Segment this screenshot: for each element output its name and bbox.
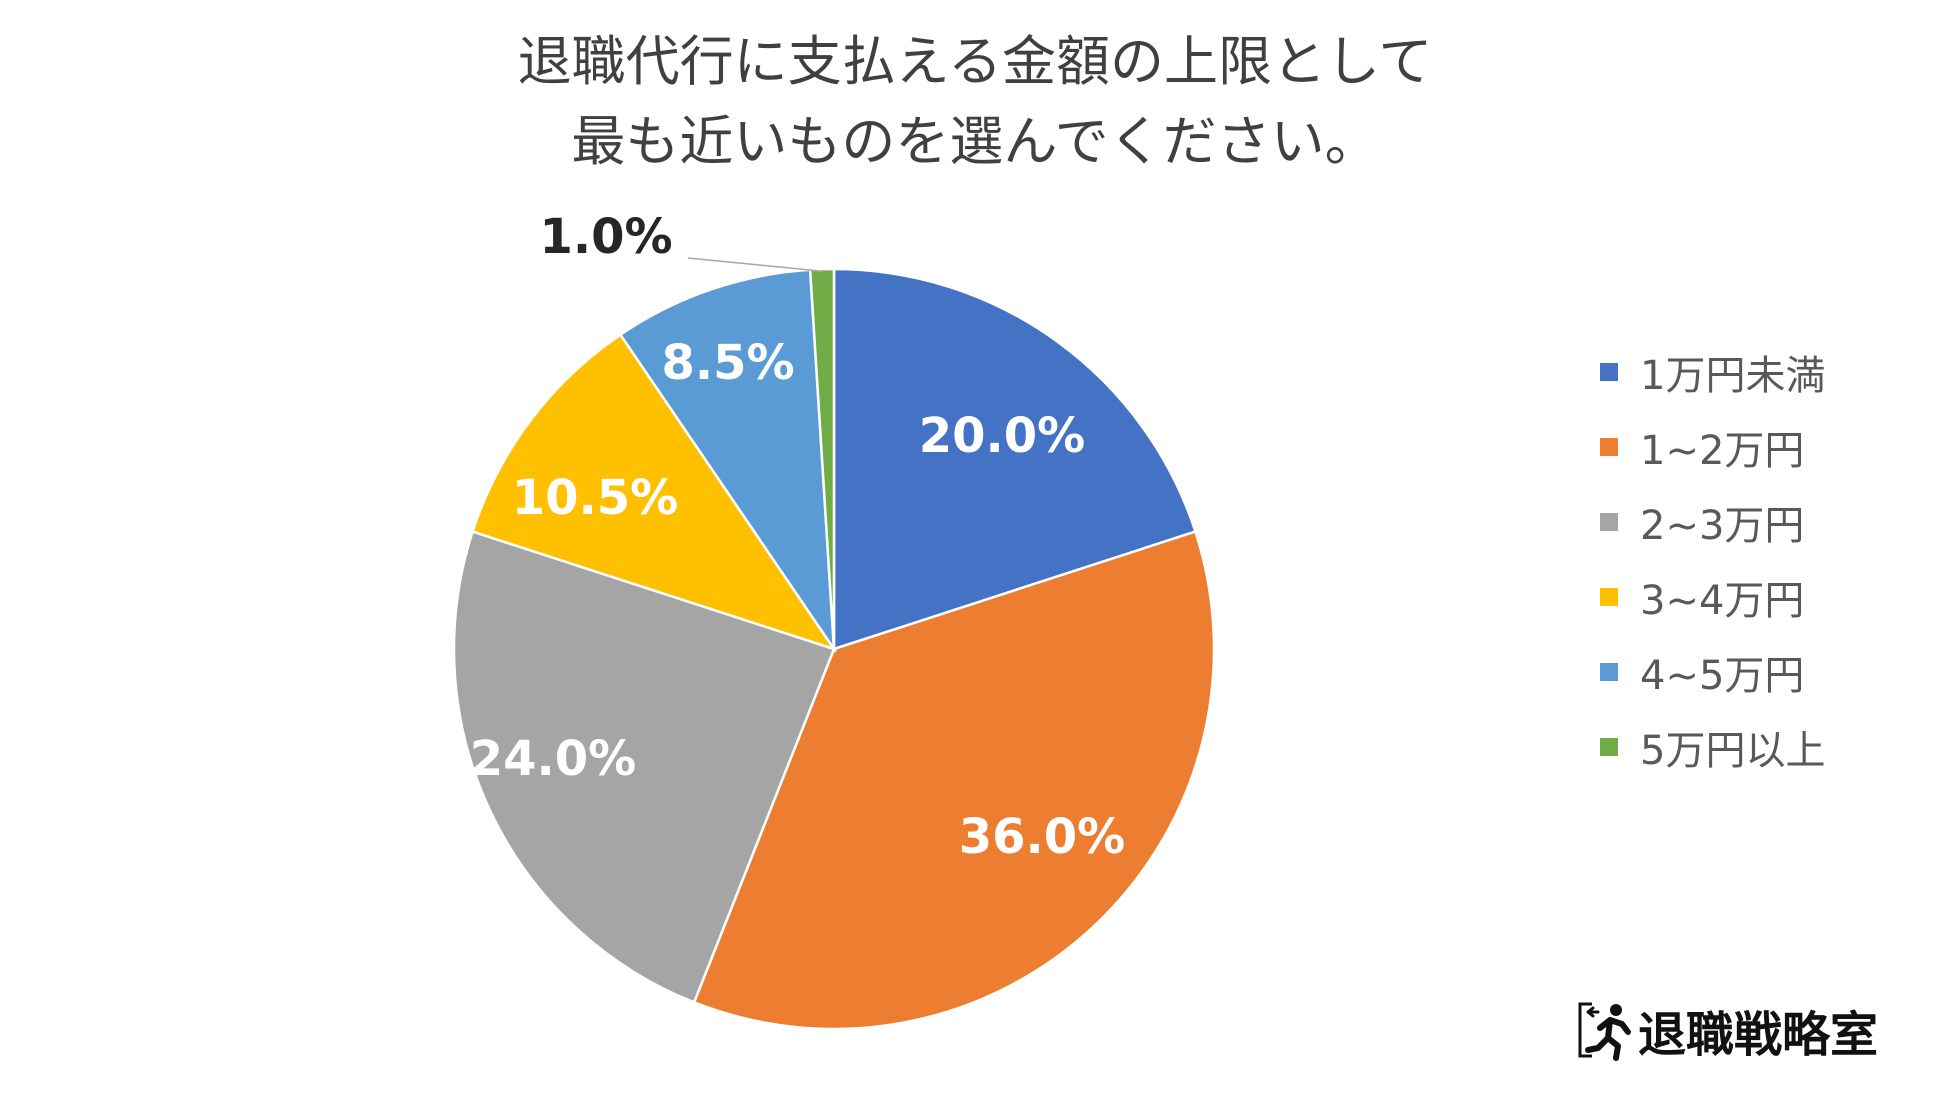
legend-item: 3~4万円 <box>1600 559 1825 634</box>
data-label: 8.5% <box>661 335 794 391</box>
legend-swatch <box>1600 587 1618 606</box>
legend-item: 5万円以上 <box>1600 709 1825 784</box>
legend-label: 3~4万円 <box>1640 577 1805 624</box>
legend-label: 2~3万円 <box>1640 502 1805 549</box>
pie-slice <box>452 529 836 1004</box>
pie-slice <box>618 268 836 654</box>
legend-item: 1万円未満 <box>1600 334 1825 409</box>
legend-swatch <box>1600 512 1618 531</box>
legend-swatch <box>1600 662 1618 681</box>
legend-item: 2~3万円 <box>1600 484 1825 559</box>
chart-title-line-2: 最も近いものを選んでください。 <box>571 110 1379 173</box>
legend-label: 5万円以上 <box>1640 727 1826 774</box>
data-label: 20.0% <box>919 408 1086 464</box>
pie-slice <box>471 332 838 652</box>
legend-swatch <box>1600 437 1618 456</box>
legend-item: 1~2万円 <box>1600 409 1825 484</box>
leader-line <box>687 257 823 272</box>
data-label: 1.0% <box>539 209 672 265</box>
brand-logo: 退職戦略室 <box>1576 998 1879 1063</box>
legend-swatch <box>1600 362 1618 381</box>
chart-title: 退職代行に支払える金額の上限として 最も近いものを選んでください。 <box>0 22 1950 182</box>
legend-label: 1~2万円 <box>1640 427 1805 474</box>
legend-label: 1万円未満 <box>1640 352 1826 399</box>
data-label: 24.0% <box>470 731 637 787</box>
legend-swatch <box>1600 737 1618 756</box>
pie-slice <box>832 267 1197 651</box>
legend-item: 4~5万円 <box>1600 634 1825 709</box>
running-exit-icon <box>1578 1002 1631 1061</box>
legend-label: 4~5万円 <box>1640 652 1805 699</box>
brand-name: 退職戦略室 <box>1638 1007 1879 1063</box>
chart-title-line-1: 退職代行に支払える金額の上限として <box>517 30 1433 93</box>
data-label: 10.5% <box>512 470 679 526</box>
data-label: 36.0% <box>959 809 1126 865</box>
legend: 1万円未満 1~2万円 2~3万円 3~4万円 4~5万円 5万円以上 <box>1600 334 1825 784</box>
pie-slice <box>692 529 1216 1031</box>
